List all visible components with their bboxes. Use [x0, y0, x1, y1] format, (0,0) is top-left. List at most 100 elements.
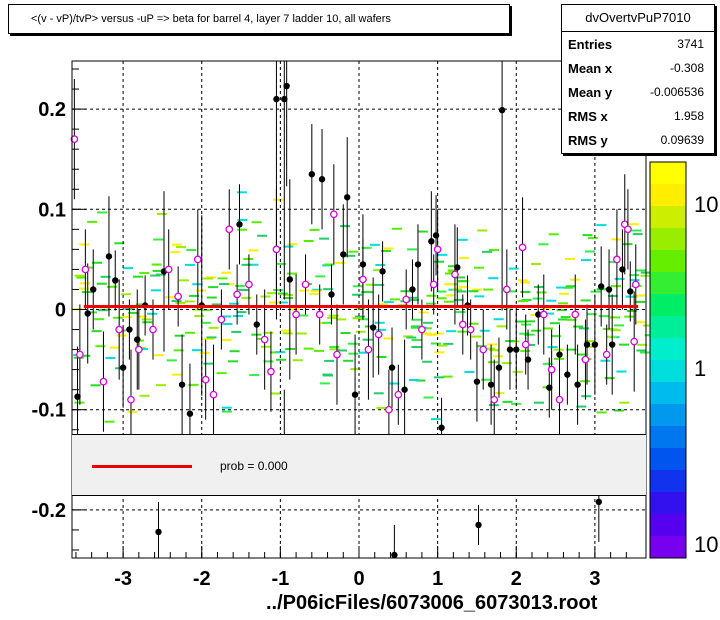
histogram-cell: [616, 370, 627, 373]
data-point-open: [490, 395, 499, 404]
histogram-cell: [437, 344, 448, 347]
histogram-cell: [434, 351, 445, 354]
stats-row-mean-y: Mean y -0.006536: [562, 81, 714, 105]
histogram-cell: [355, 307, 366, 310]
histogram-cell: [136, 315, 147, 318]
histogram-cell: [324, 359, 335, 362]
palette-band: [650, 360, 686, 383]
histogram-cell: [229, 350, 240, 353]
histogram-cell: [155, 384, 166, 387]
histogram-cell: [635, 269, 646, 272]
histogram-cell: [116, 334, 127, 337]
data-point-filled: [391, 551, 398, 559]
histogram-cell: [444, 300, 455, 303]
histogram-cell: [576, 353, 587, 356]
histogram-cell: [95, 345, 106, 348]
histogram-cell: [403, 335, 414, 338]
histogram-cell: [200, 321, 211, 324]
x-tick-label: -2: [193, 568, 211, 590]
data-point-filled: [627, 288, 634, 295]
histogram-cell: [292, 359, 303, 362]
data-point-filled: [90, 286, 97, 293]
histogram-cell: [299, 289, 310, 292]
histogram-cell: [607, 294, 618, 297]
histogram-cell: [363, 291, 374, 294]
histogram-cell: [406, 336, 417, 339]
data-point-filled: [473, 378, 481, 385]
histogram-cell: [216, 372, 227, 375]
histogram-cell: [364, 325, 375, 328]
histogram-cell: [514, 320, 525, 323]
histogram-cell: [520, 281, 531, 284]
histogram-cell: [525, 343, 536, 346]
palette-band: [650, 162, 686, 185]
histogram-cell: [376, 406, 387, 409]
histogram-cell: [150, 274, 161, 277]
histogram-cell: [411, 339, 422, 342]
histogram-cell: [355, 330, 366, 333]
data-point-filled: [574, 381, 581, 388]
data-point-open: [134, 345, 143, 354]
data-point-open: [624, 225, 632, 234]
histogram-cell: [203, 362, 214, 365]
histogram-cell: [532, 297, 543, 300]
histogram-cell: [437, 253, 448, 256]
stats-row-entries: Entries 3741: [562, 33, 714, 57]
data-point-filled: [178, 381, 186, 388]
data-point-filled: [155, 528, 162, 536]
data-point-filled: [344, 194, 351, 201]
histogram-cell: [352, 317, 363, 320]
histogram-cell: [563, 286, 574, 289]
histogram-cell: [150, 289, 161, 292]
histogram-cell: [121, 293, 132, 296]
data-point-open: [260, 335, 269, 344]
histogram-cell: [92, 261, 103, 264]
histogram-cell: [194, 314, 205, 317]
histogram-cell: [176, 246, 187, 249]
histogram-cell: [376, 355, 387, 358]
histogram-cell: [606, 335, 617, 338]
histogram-cell: [343, 359, 354, 362]
data-point-open: [466, 325, 475, 334]
histogram-cell: [576, 405, 587, 408]
histogram-cell: [376, 328, 387, 331]
histogram-cell: [122, 315, 133, 318]
data-point-filled: [126, 326, 133, 333]
histogram-cell: [409, 299, 420, 302]
histogram-cell: [421, 327, 432, 330]
histogram-cell: [374, 321, 385, 324]
histogram-cell: [493, 355, 504, 358]
histogram-cell: [281, 329, 292, 332]
histogram-cell: [556, 286, 567, 289]
histogram-cell: [481, 378, 492, 381]
histogram-cell: [151, 263, 162, 266]
histogram-cell: [502, 400, 513, 403]
histogram-cell: [560, 316, 571, 319]
histogram-cell: [269, 301, 280, 304]
chart-title-box: <(v - vP)/tvP> versus -uP => beta for ba…: [8, 4, 510, 34]
histogram-cell: [323, 288, 334, 291]
file-path-label: ../P06icFiles/6073006_6073013.root: [266, 592, 598, 614]
histogram-cell: [287, 243, 298, 246]
data-point-open: [193, 255, 202, 264]
histogram-cell: [141, 318, 152, 321]
histogram-cell: [248, 263, 259, 266]
histogram-cell: [260, 295, 271, 298]
data-point-open: [630, 337, 639, 346]
histogram-cell: [444, 283, 455, 286]
histogram-cell: [566, 348, 577, 351]
data-point-open: [458, 320, 467, 329]
histogram-cell: [155, 273, 166, 276]
histogram-cell: [358, 351, 369, 354]
histogram-cell: [231, 330, 242, 333]
histogram-cell: [195, 289, 206, 292]
stats-value: 0.09639: [660, 133, 704, 147]
histogram-cell: [458, 285, 469, 288]
histogram-cell: [640, 274, 651, 277]
data-point-open: [613, 255, 621, 264]
histogram-cell: [282, 332, 293, 335]
histogram-cell: [626, 309, 637, 312]
histogram-cell: [408, 378, 419, 381]
histogram-cell: [488, 277, 499, 280]
histogram-cell: [558, 302, 569, 305]
